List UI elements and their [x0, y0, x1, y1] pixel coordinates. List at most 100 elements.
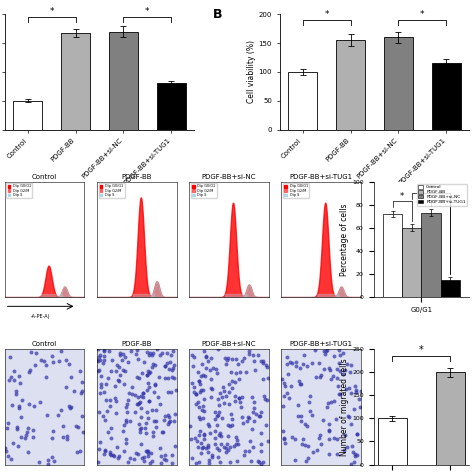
Point: [222, 392, 230, 400]
Point: [5, 419, 12, 426]
Text: *: *: [419, 345, 424, 355]
Point: [196, 388, 204, 396]
Point: [124, 458, 132, 465]
Point: [115, 377, 122, 384]
Point: [4, 424, 11, 432]
Point: [216, 459, 224, 466]
Point: [333, 435, 340, 442]
Point: [355, 395, 363, 403]
Point: [317, 441, 325, 448]
Point: [192, 459, 200, 467]
Point: [188, 455, 196, 462]
Point: [284, 389, 292, 397]
Point: [235, 360, 242, 368]
Point: [149, 428, 156, 435]
Point: [224, 355, 232, 362]
Point: [198, 406, 206, 414]
Point: [195, 431, 203, 438]
Point: [303, 363, 310, 370]
Point: [48, 434, 56, 442]
Point: [125, 358, 132, 366]
Point: [278, 375, 286, 383]
Point: [212, 365, 220, 373]
Point: [230, 443, 237, 450]
Point: [145, 453, 152, 460]
Point: [189, 351, 196, 359]
Point: [283, 360, 291, 368]
Point: [6, 354, 14, 361]
Point: [103, 407, 111, 415]
Point: [301, 441, 309, 449]
Point: [304, 454, 312, 462]
Point: [152, 418, 160, 425]
Point: [311, 346, 319, 354]
Point: [96, 408, 103, 416]
Point: [257, 409, 264, 416]
Point: [16, 372, 23, 379]
Point: [219, 383, 227, 391]
Point: [49, 454, 56, 461]
Point: [99, 359, 106, 367]
Point: [139, 393, 147, 401]
Point: [191, 434, 199, 442]
Point: [351, 452, 359, 459]
Point: [200, 347, 208, 355]
Point: [100, 412, 107, 420]
Point: [100, 450, 108, 458]
Point: [111, 394, 118, 402]
Point: [197, 427, 204, 434]
Point: [23, 428, 31, 436]
Point: [24, 424, 32, 432]
Point: [296, 365, 304, 372]
Point: [163, 350, 171, 357]
Point: [7, 373, 14, 380]
Point: [292, 456, 299, 464]
Text: *: *: [429, 183, 433, 192]
Point: [136, 374, 143, 382]
Point: [95, 445, 103, 453]
Point: [133, 373, 141, 381]
Point: [229, 355, 237, 363]
Point: [213, 445, 221, 452]
Point: [228, 415, 236, 422]
Point: [107, 451, 115, 459]
Point: [306, 392, 314, 400]
Point: [227, 368, 235, 376]
Point: [253, 410, 260, 418]
Point: [261, 395, 269, 402]
Point: [29, 433, 37, 441]
Point: [222, 360, 230, 368]
Point: [117, 349, 124, 357]
Point: [242, 368, 250, 375]
Point: [226, 422, 234, 430]
Point: [296, 380, 303, 388]
Point: [202, 353, 210, 361]
Point: [194, 399, 201, 406]
Point: [166, 358, 173, 365]
Point: [162, 362, 169, 370]
Point: [198, 449, 205, 457]
Point: [190, 353, 198, 360]
Point: [326, 450, 333, 458]
Point: [264, 363, 271, 371]
Point: [55, 358, 63, 365]
Text: *: *: [324, 10, 329, 19]
Point: [245, 350, 252, 357]
Legend: Dip G0/G1, Dip G2/M, Dip S: Dip G0/G1, Dip G2/M, Dip S: [99, 183, 125, 198]
Point: [317, 371, 325, 378]
Point: [316, 434, 323, 442]
Point: [107, 424, 115, 431]
Point: [208, 354, 215, 362]
Point: [200, 395, 208, 403]
Point: [319, 416, 327, 424]
Point: [145, 449, 152, 456]
Point: [6, 376, 13, 384]
Point: [284, 370, 292, 377]
Point: [341, 446, 348, 454]
Point: [240, 354, 248, 362]
Point: [150, 388, 157, 395]
Point: [228, 377, 236, 385]
Point: [322, 347, 329, 355]
Point: [100, 352, 108, 360]
Point: [12, 391, 20, 398]
